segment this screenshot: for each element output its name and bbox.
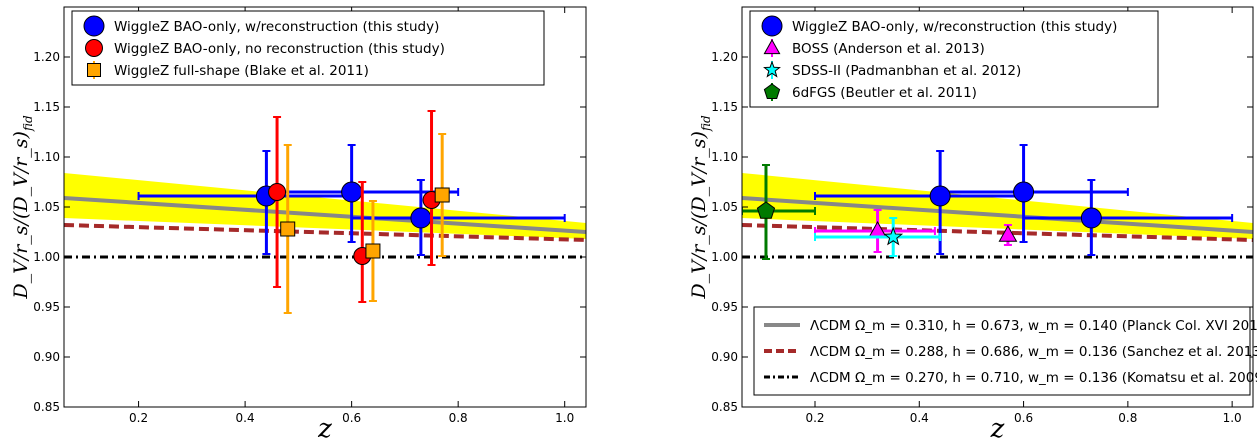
legend-entry: WiggleZ full-shape (Blake et al. 2011) [87,61,369,79]
series-3 [280,133,450,314]
data-point [883,226,904,246]
legend-entry: 6dFGS (Beutler et al. 2011) [763,83,977,101]
x-axis-label: z [317,414,332,441]
legend-entry: WiggleZ BAO-only, no reconstruction (thi… [85,39,445,57]
x-tick-label: 0.2 [805,411,824,425]
y-tick-label: 0.85 [711,400,738,414]
y-tick-label: 1.00 [711,250,738,264]
y-tick-label: 1.05 [33,200,60,214]
data-point [268,183,287,201]
legend-box [753,306,1251,396]
y-tick-label: 1.05 [711,200,738,214]
legend-label: WiggleZ BAO-only, w/reconstruction (this… [792,19,1117,35]
curve-legend-label: ΛCDM Ω_m = 0.310, h = 0.673, w_m = 0.140… [810,318,1257,334]
y-tick-label: 1.15 [33,100,60,114]
chart-panel-1: 0.2 0.4 0.6 0.8 1.0 0.85 0.90 0.95 1.00 1.05 1.10 1… [10,6,587,441]
x-tick-label: 1.0 [1223,411,1242,425]
legend-marker [87,63,101,77]
y-tick-label: 0.95 [711,300,738,314]
x-tick-label: 0.6 [342,411,361,425]
x-tick-label: 0.8 [449,411,468,425]
legend-marker [763,83,781,99]
series-2 [268,110,441,303]
model-curve-1 [742,196,1253,234]
y-tick-label: 1.20 [33,50,60,64]
legend-marker [85,39,103,57]
series-legend: WiggleZ BAO-only, w/reconstruction (this… [749,10,1159,108]
legend-marker [83,15,105,37]
legend-marker [761,15,783,37]
data-point [434,187,450,203]
curve-legend: ΛCDM Ω_m = 0.310, h = 0.673, w_m = 0.140… [753,306,1257,396]
data-point [1080,207,1102,229]
x-tick-label: 0.4 [910,411,929,425]
legend-label: 6dFGS (Beutler et al. 2011) [792,85,977,101]
legend-label: WiggleZ BAO-only, no reconstruction (thi… [114,41,445,57]
data-point [929,185,951,207]
series-2 [814,209,1018,253]
data-point [365,243,381,259]
model-curve-2 [742,223,1253,242]
y-tick-label: 0.90 [33,350,60,364]
data-point [280,221,296,237]
data-point [410,207,432,229]
x-tick-label: 1.0 [555,411,574,425]
x-tick-label: 0.4 [236,411,255,425]
curve-legend-label: ΛCDM Ω_m = 0.288, h = 0.686, w_m = 0.136… [810,344,1257,360]
y-tick-label: 1.10 [33,150,60,164]
legend-marker [763,60,781,78]
series-1 [137,144,566,256]
x-tick-label: 0.2 [129,411,148,425]
legend-marker [763,38,781,55]
legend-label: BOSS (Anderson et al. 2013) [792,41,985,57]
curve-legend-label: ΛCDM Ω_m = 0.270, h = 0.710, w_m = 0.136… [810,370,1257,386]
chart-panel-2: 0.2 0.4 0.6 0.8 1.0 0.85 0.90 0.95 1.00 1.05 1.10 1… [688,6,1257,441]
y-tick-label: 1.20 [711,50,738,64]
y-tick-label: 0.90 [711,350,738,364]
y-tick-label: 0.85 [33,400,60,414]
model-curve-2 [64,223,586,242]
legend-entry: WiggleZ BAO-only, w/reconstruction (this… [761,15,1117,37]
y-tick-label: 1.00 [33,250,60,264]
y-tick-label: 0.95 [33,300,60,314]
legend-entry: BOSS (Anderson et al. 2013) [763,38,985,57]
legend-entry: WiggleZ BAO-only, w/reconstruction (this… [83,15,439,37]
series-4 [742,164,816,260]
x-axis-label: z [990,414,1005,441]
data-point [756,201,776,219]
model-curve-1 [64,196,586,234]
y-tick-label: 1.10 [711,150,738,164]
data-point [1013,181,1035,203]
y-axis-label: D_V/r_s/(D_V/r_s)fid [688,115,713,300]
y-axis-label: D_V/r_s/(D_V/r_s)fid [10,115,35,300]
plot-area [742,144,1253,260]
legend-label: WiggleZ full-shape (Blake et al. 2011) [114,63,369,79]
legend-label: WiggleZ BAO-only, w/reconstruction (this… [114,19,439,35]
legend-box [749,10,1159,108]
legend-box [71,10,545,86]
series-3 [814,217,942,257]
y-tick-label: 1.15 [711,100,738,114]
legend-entry: SDSS-II (Padmanbhan et al. 2012) [763,60,1021,79]
data-point [341,181,363,203]
x-tick-label: 0.8 [1118,411,1137,425]
x-tick-label: 0.6 [1014,411,1033,425]
data-point [998,224,1018,242]
series-legend: WiggleZ BAO-only, w/reconstruction (this… [71,10,545,86]
legend-label: SDSS-II (Padmanbhan et al. 2012) [792,63,1021,79]
plot-area [64,110,586,314]
